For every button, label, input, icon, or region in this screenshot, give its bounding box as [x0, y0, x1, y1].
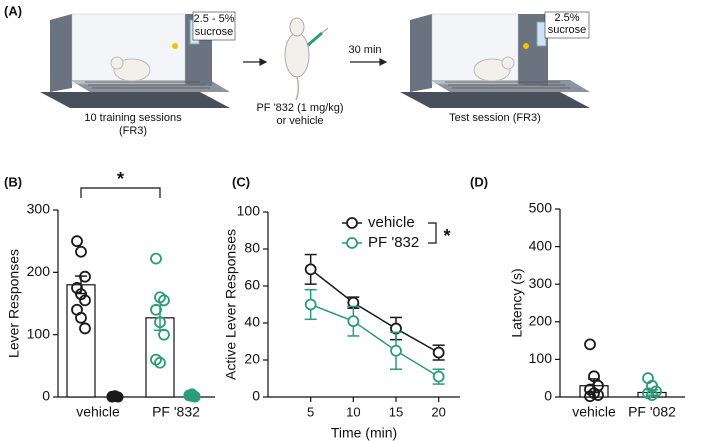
data-point	[432, 346, 445, 359]
panel-a: (A) 2.5 - 5% sucrose 10 training session…	[4, 3, 590, 137]
caption: (FR3)	[119, 125, 147, 137]
y-tick-label: 100	[27, 325, 51, 341]
y-axis-label: Lever Responses	[6, 249, 22, 358]
data-point	[390, 344, 402, 357]
y-tick-label: 200	[27, 263, 51, 279]
y-tick-label: 100	[237, 203, 261, 219]
panel-label: (D)	[470, 174, 488, 189]
x-tick-label: vehicle	[76, 404, 120, 420]
caption: Test session (FR3)	[449, 112, 541, 124]
x-tick-label: 10	[346, 404, 360, 419]
inactive-point	[109, 390, 121, 402]
y-tick-label: 80	[244, 240, 260, 256]
caption: or vehicle	[276, 115, 323, 127]
data-point	[75, 311, 87, 324]
sucrose-label: 2.5%	[554, 12, 579, 24]
data-point	[584, 390, 596, 403]
arrow	[350, 58, 388, 66]
legend-marker	[346, 217, 358, 229]
arrow	[243, 58, 268, 66]
x-tick-label: PF '832	[152, 404, 200, 420]
y-tick-label: 0	[42, 388, 50, 404]
data-point	[71, 235, 83, 248]
significance-bracket	[80, 187, 161, 198]
y-tick-label: 60	[244, 277, 260, 293]
y-tick-label: 0	[252, 388, 260, 404]
x-tick-label: 5	[307, 404, 314, 419]
y-tick-label: 300	[529, 275, 553, 291]
sucrose-label: 2.5 - 5%	[194, 13, 235, 25]
significance-bracket	[428, 222, 437, 244]
y-tick-label: 20	[244, 351, 260, 367]
x-tick-label: vehicle	[572, 404, 616, 420]
y-tick-label: 40	[244, 314, 260, 330]
x-tick-label: 20	[431, 404, 445, 419]
data-point	[592, 389, 604, 402]
sucrose-label: sucrose	[548, 24, 587, 36]
y-tick-label: 400	[529, 237, 553, 253]
data-point	[75, 245, 87, 258]
series-line	[310, 303, 440, 378]
series-line	[310, 268, 440, 354]
data-point	[79, 294, 91, 307]
data-point	[347, 315, 360, 328]
data-point	[584, 338, 596, 351]
x-axis-label: Time (min)	[331, 425, 397, 441]
y-tick-label: 200	[529, 313, 553, 329]
caption: 10 training sessions	[84, 112, 182, 124]
y-tick-label: 0	[544, 388, 552, 404]
significance-mark: *	[117, 169, 124, 189]
legend-label: vehicle	[368, 214, 415, 231]
data-point	[432, 370, 445, 383]
y-tick-label: 500	[529, 200, 553, 216]
caption: PF '832 (1 mg/kg)	[256, 102, 343, 114]
y-axis-label: Latency (s)	[509, 268, 525, 337]
panel-label: (B)	[4, 174, 22, 189]
data-point	[304, 263, 317, 276]
data-point	[304, 298, 317, 311]
x-tick-label: 15	[389, 404, 403, 419]
significance-mark: *	[443, 226, 450, 246]
data-point	[150, 252, 162, 265]
legend-marker	[346, 237, 358, 249]
x-tick-label: PF '082	[628, 404, 676, 420]
delay-label: 30 min	[348, 44, 381, 56]
test-cage	[400, 13, 590, 108]
y-axis-label: Active Lever Responses	[223, 229, 239, 380]
data-point	[79, 322, 91, 335]
y-tick-label: 100	[529, 350, 553, 366]
panel-label: (C)	[232, 174, 250, 189]
inactive-point	[189, 390, 201, 402]
panel-label: (A)	[4, 3, 22, 18]
y-tick-label: 300	[27, 201, 51, 217]
sucrose-label: sucrose	[195, 26, 234, 38]
rat	[284, 17, 329, 101]
legend-label: PF '832	[368, 234, 419, 251]
data-point	[154, 356, 166, 369]
